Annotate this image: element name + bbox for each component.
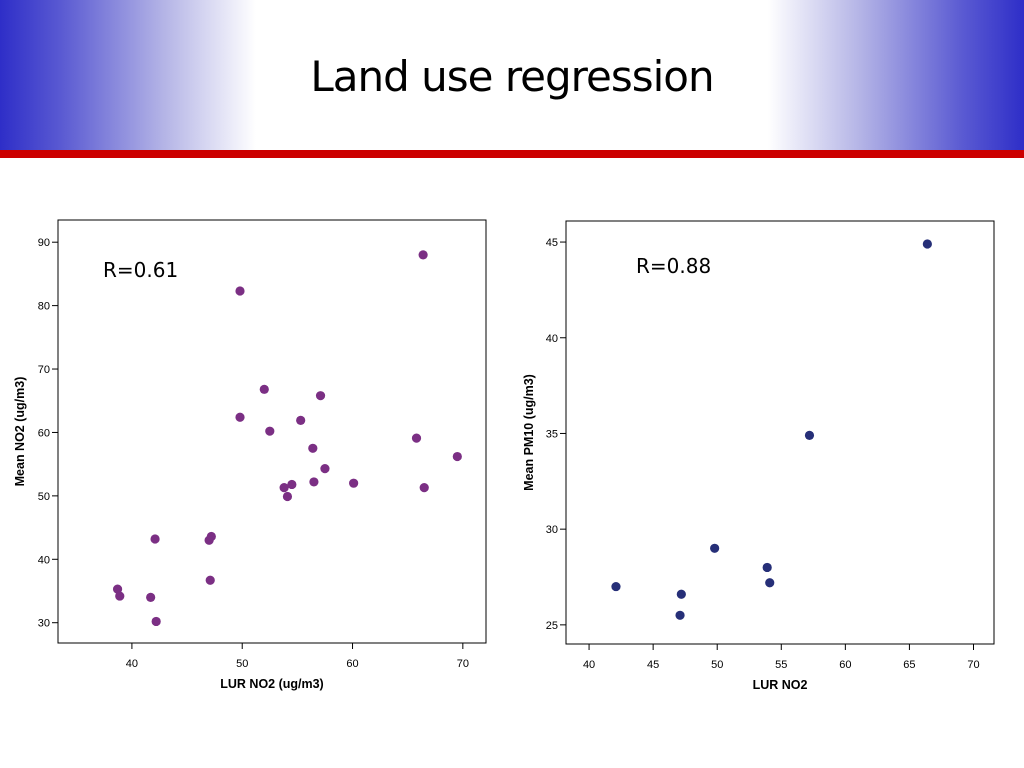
- x-axis-title: LUR NO2 (ug/m3): [220, 677, 323, 691]
- y-tick-label: 50: [38, 491, 50, 503]
- title-underline-bar: [0, 150, 1024, 158]
- data-point: [804, 430, 815, 440]
- data-point: [765, 578, 775, 588]
- data-point: [611, 581, 621, 592]
- x-tick-label: 70: [967, 659, 979, 671]
- y-tick-label: 80: [38, 301, 50, 313]
- y-tick-label: 70: [38, 364, 50, 376]
- y-tick-label: 90: [38, 237, 50, 249]
- data-point: [259, 384, 269, 394]
- x-tick-label: 65: [903, 659, 915, 671]
- data-point: [204, 535, 214, 545]
- data-point: [150, 534, 160, 544]
- y-axis-title: Mean PM10 (ug/m3): [522, 374, 536, 491]
- x-tick-label: 60: [346, 658, 358, 670]
- x-tick-label: 60: [839, 659, 851, 671]
- y-axis-title: Mean NO2 (ug/m3): [13, 377, 27, 487]
- x-axis-title: LUR NO2: [753, 678, 808, 692]
- data-point: [235, 286, 245, 296]
- plot-frame: [57, 219, 487, 644]
- page-title: Land use regression: [310, 52, 714, 101]
- data-point: [309, 477, 319, 487]
- x-tick-label: 45: [647, 659, 659, 671]
- data-point: [279, 483, 289, 493]
- data-point: [418, 250, 428, 260]
- title-banner: [0, 0, 1024, 150]
- x-tick-label: 40: [126, 658, 138, 670]
- data-point: [315, 391, 326, 401]
- data-point: [320, 463, 330, 474]
- y-tick-label: 60: [38, 427, 50, 439]
- data-point: [676, 589, 686, 599]
- data-point: [115, 591, 125, 601]
- data-point: [112, 584, 123, 594]
- data-point: [452, 451, 462, 462]
- x-tick-label: 55: [775, 659, 787, 671]
- data-point: [296, 415, 306, 426]
- data-point: [151, 616, 161, 627]
- data-point: [235, 412, 245, 422]
- y-tick-label: 45: [546, 237, 558, 249]
- x-tick-label: 70: [457, 658, 469, 670]
- data-point: [762, 562, 772, 573]
- data-point: [349, 478, 359, 488]
- y-tick-label: 30: [38, 618, 50, 630]
- data-point: [265, 426, 275, 436]
- data-point: [282, 491, 293, 502]
- x-tick-label: 50: [236, 658, 248, 670]
- y-tick-label: 30: [546, 524, 558, 536]
- y-tick-label: 35: [546, 428, 558, 440]
- data-point: [675, 610, 685, 620]
- plot-frame: [565, 220, 995, 645]
- data-point: [411, 433, 422, 443]
- correlation-label: R=0.88: [636, 254, 711, 278]
- data-point: [308, 443, 318, 453]
- correlation-label: R=0.61: [103, 258, 178, 282]
- y-tick-label: 40: [546, 333, 558, 345]
- y-tick-label: 25: [546, 620, 558, 632]
- data-point: [922, 239, 932, 249]
- data-point: [287, 479, 297, 490]
- data-point: [205, 575, 215, 585]
- x-tick-label: 40: [583, 659, 595, 671]
- data-point: [146, 592, 156, 602]
- data-point: [419, 483, 429, 493]
- x-tick-label: 50: [711, 659, 723, 671]
- y-tick-label: 40: [38, 554, 50, 566]
- data-point: [710, 543, 720, 553]
